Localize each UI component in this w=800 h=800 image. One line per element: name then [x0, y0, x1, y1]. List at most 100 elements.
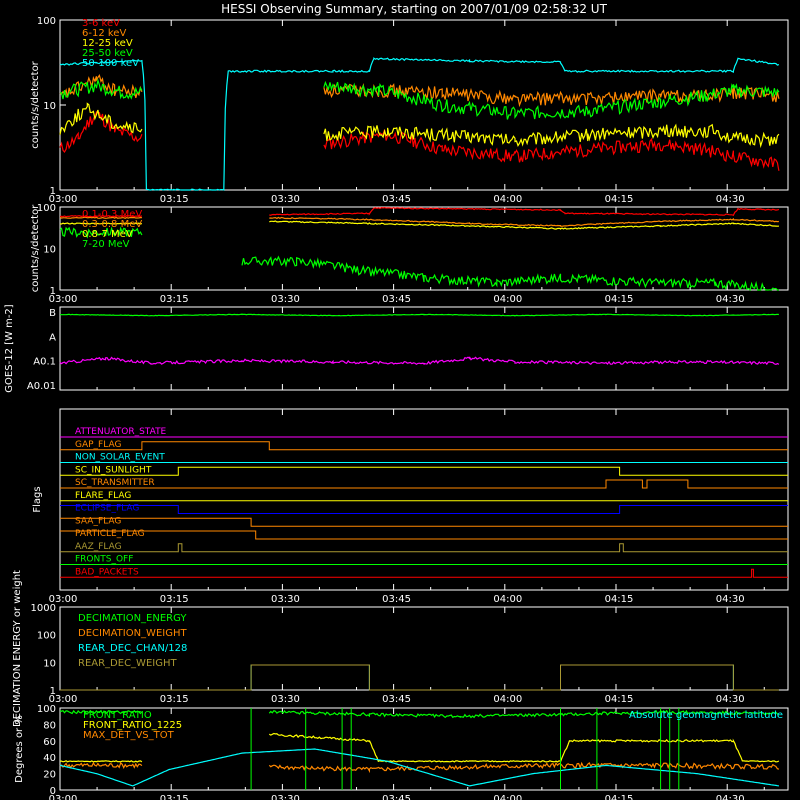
y-tick-label: 10 [43, 101, 56, 112]
y-tick-label: 1 [50, 286, 56, 297]
series-line [59, 226, 779, 292]
x-tick-label: 04:15 [605, 294, 634, 305]
y-tick-label: 10 [43, 658, 56, 669]
x-tick-label: 03:00 [49, 794, 78, 800]
series-line [59, 57, 780, 191]
panel-4-frame [59, 408, 789, 591]
x-tick-label: 04:00 [493, 294, 522, 305]
panel-6-legend-item: FRONT_RATIO [83, 710, 152, 721]
panel-1-legend-item: 6-12 keV [82, 28, 126, 39]
series-line [59, 206, 780, 218]
panel-1-legend-item: 25-50 keV [82, 48, 133, 59]
panel-3-frame [59, 306, 789, 391]
flag-line [60, 505, 788, 514]
panel-2-legend-item: 0.8-7 MeV [82, 229, 133, 240]
panel-2-frame [59, 206, 789, 291]
flag-label: FLARE_FLAG [75, 491, 131, 501]
y-tick-label: 10 [43, 245, 56, 256]
x-tick-label: 04:30 [716, 294, 745, 305]
x-tick-label: 04:00 [493, 594, 522, 605]
panel-6-legend-item: MAX_DET_VS_TOT [83, 730, 175, 741]
x-tick-label: 03:15 [160, 594, 189, 605]
x-tick-label: 04:00 [493, 194, 522, 205]
y-tick-label: A0.01 [27, 381, 56, 392]
flag-label: PARTICLE_FLAG [75, 529, 145, 539]
x-tick-label: 03:45 [382, 594, 411, 605]
flag-label: ECLIPSE_FLAG [75, 504, 139, 514]
series-line [59, 356, 780, 366]
panel-2-ylabel: counts/s/detector [30, 204, 41, 292]
panel-5-legend-item: REAR_DEC_CHAN/128 [78, 643, 187, 654]
x-tick-label: 03:30 [271, 594, 300, 605]
x-tick-label: 03:45 [382, 694, 411, 705]
flag-line [60, 568, 788, 578]
panel-6-legend-item: FRONT_RATIO_1225 [83, 720, 182, 731]
panel-6-ylabel: Degrees or % [14, 715, 25, 783]
panel-1-legend-item: 3-6 keV [82, 18, 120, 29]
flag-line [60, 543, 788, 553]
y-tick-label: 100 [37, 631, 56, 642]
flag-label: SC_TRANSMITTER [75, 478, 155, 488]
x-tick-label: 03:15 [160, 794, 189, 800]
flag-line [60, 479, 788, 489]
series-line [59, 220, 779, 231]
x-tick-label: 04:15 [605, 794, 634, 800]
x-tick-label: 03:00 [49, 594, 78, 605]
panel-5-legend-item: REAR_DEC_WEIGHT [78, 658, 177, 669]
y-tick-label: 100 [37, 16, 56, 27]
panel-1-frame [59, 19, 789, 191]
series-line [59, 732, 780, 763]
x-tick-label: 03:00 [49, 194, 78, 205]
y-tick-label: 80 [43, 720, 56, 731]
x-tick-label: 03:30 [271, 294, 300, 305]
flag-label: GAP_FLAG [75, 440, 121, 450]
series-line [60, 664, 779, 691]
x-tick-label: 03:30 [271, 794, 300, 800]
flag-line [60, 530, 788, 540]
x-tick-label: 03:15 [160, 294, 189, 305]
x-tick-label: 04:15 [605, 694, 634, 705]
x-tick-label: 03:15 [160, 194, 189, 205]
flag-line [60, 441, 788, 451]
flag-label: BAD_PACKETS [75, 567, 139, 577]
panel-2-legend-item: 0.1-0.3 MeV [82, 209, 142, 220]
flag-line [60, 466, 788, 476]
y-tick-label: 100 [37, 203, 56, 214]
series-line [59, 216, 779, 227]
series-line [59, 761, 780, 774]
flag-label: NON_SOLAR_EVENT [75, 453, 165, 463]
panel-2-legend-item: 0.3-0.8 MeV [82, 219, 142, 230]
x-tick-label: 03:45 [382, 794, 411, 800]
x-tick-label: 03:45 [382, 294, 411, 305]
y-tick-label: B [49, 308, 56, 319]
panel-2-legend-item: 7-20 MeV [82, 239, 130, 250]
series-line [59, 709, 780, 719]
x-tick-label: 03:15 [160, 694, 189, 705]
panel-5-legend-item: DECIMATION_WEIGHT [78, 628, 187, 639]
panel-3-ylabel: GOES-12 [W m-2] [4, 304, 15, 392]
panel-1-legend-item: 50-100 keV [82, 58, 139, 69]
series-line [59, 111, 780, 171]
series-line [59, 102, 780, 149]
flag-label: SC_IN_SUNLIGHT [75, 465, 152, 475]
panel-5-legend-item: DECIMATION_ENERGY [78, 613, 187, 624]
x-tick-label: 04:15 [605, 594, 634, 605]
y-tick-label: 1000 [31, 603, 56, 614]
y-tick-label: 0 [50, 786, 56, 797]
y-tick-label: A0.1 [33, 357, 56, 368]
panel-1-ylabel: counts/s/detector [30, 60, 41, 148]
series-line [59, 74, 780, 108]
y-tick-label: 20 [43, 770, 56, 781]
y-tick-label: 60 [43, 737, 56, 748]
series-line [60, 313, 779, 317]
x-tick-label: 03:30 [271, 694, 300, 705]
y-tick-label: 100 [37, 704, 56, 715]
x-tick-label: 03:45 [382, 194, 411, 205]
x-tick-label: 04:30 [716, 794, 745, 800]
flag-line [60, 517, 788, 527]
x-tick-label: 04:00 [493, 794, 522, 800]
flag-label: FRONTS_OFF [75, 555, 133, 565]
x-tick-label: 04:00 [493, 694, 522, 705]
x-tick-label: 04:15 [605, 194, 634, 205]
